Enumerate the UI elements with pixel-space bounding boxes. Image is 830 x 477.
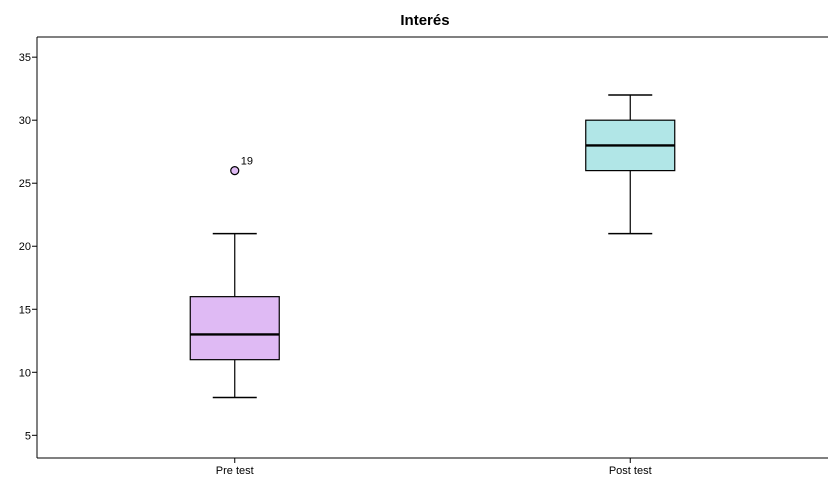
y-tick-label: 35 (19, 52, 31, 64)
outlier-label: 19 (241, 156, 253, 168)
axes: 5 10 15 20 25 30 35 Pre test Post test (19, 36, 828, 477)
y-tick-label: 10 (19, 367, 31, 379)
plot-marks: 19 (189, 94, 676, 399)
y-tick-label: 20 (19, 241, 31, 253)
iqr-box (189, 296, 280, 361)
y-tick-label: 30 (19, 115, 31, 127)
y-tick-label: 15 (19, 304, 31, 316)
outlier-point (230, 166, 240, 176)
box-group (585, 94, 676, 235)
chart-title: Interés (400, 12, 449, 29)
x-tick-label: Post test (609, 465, 652, 477)
x-tick-label: Pre test (216, 465, 254, 477)
y-tick-label: 25 (19, 178, 31, 190)
box-group: 19 (189, 156, 280, 399)
y-tick-label: 5 (25, 430, 31, 442)
